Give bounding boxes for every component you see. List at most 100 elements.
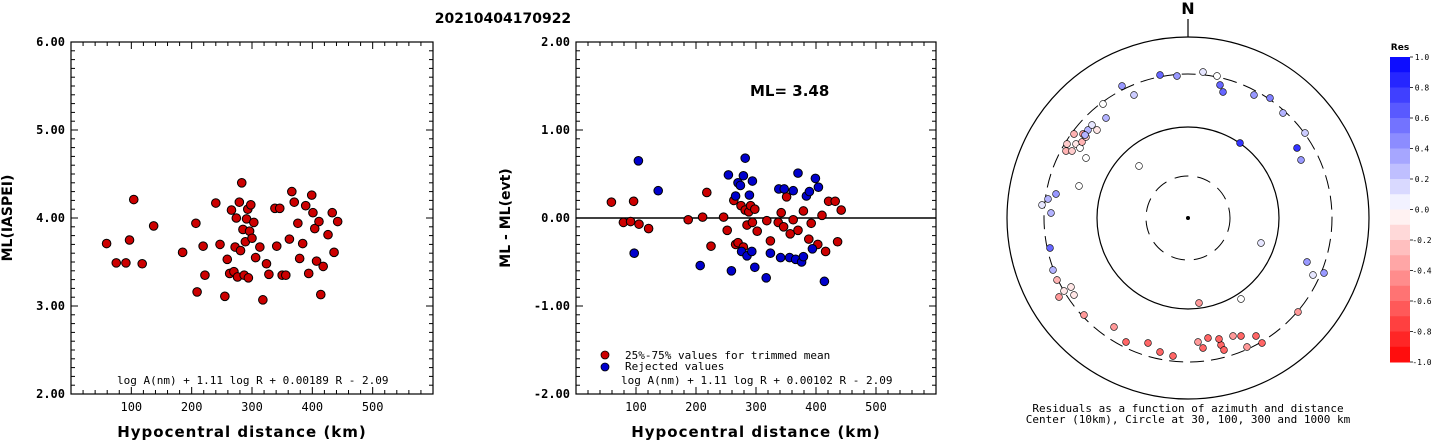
data-point	[806, 218, 817, 229]
data-point	[830, 196, 841, 207]
data-point	[810, 173, 821, 184]
residual-point	[1081, 131, 1089, 139]
axis-ticks-2: 100 200 300 400 500 -2.00 -1.00 0.00 1.00 2.00	[534, 35, 937, 414]
residual-point	[1279, 109, 1287, 117]
data-point	[628, 196, 639, 207]
residual-point	[1135, 162, 1143, 170]
center-point	[1186, 216, 1190, 220]
residual-point	[1082, 154, 1090, 162]
data-point	[264, 269, 274, 280]
residual-point	[1252, 332, 1260, 340]
data-point	[192, 287, 202, 297]
colorbar-cell	[1390, 87, 1410, 104]
circle-100km	[1096, 126, 1280, 310]
data-points-3	[1038, 68, 1328, 360]
y-tick-label: 6.00	[36, 35, 65, 49]
data-points-2	[606, 153, 847, 287]
x-tick-label: 100	[120, 400, 142, 414]
residual-point	[1243, 343, 1251, 351]
residual-point	[1250, 91, 1258, 99]
data-point	[726, 266, 737, 276]
y-tick-label: 0.00	[541, 211, 570, 225]
data-point	[247, 233, 257, 244]
colorbar-cell	[1390, 102, 1410, 119]
data-point	[747, 246, 757, 257]
data-point	[738, 170, 749, 181]
data-point	[271, 241, 282, 251]
data-point	[761, 273, 772, 283]
data-point	[735, 180, 746, 191]
residual-point	[1297, 156, 1305, 164]
data-point	[297, 238, 308, 249]
residual-point	[1229, 332, 1237, 340]
colorbar-ticks: 1.0 0.8 0.6 0.4 0.2 0.0 -0.2 -0.4 -0.6 -0.8 -1.0	[1410, 53, 1432, 367]
data-point	[798, 206, 809, 216]
colorbar-tick-label: 1.0	[1415, 53, 1430, 62]
colorbar-cell	[1390, 194, 1410, 210]
colorbar-cell	[1390, 57, 1410, 73]
data-point	[683, 214, 694, 225]
data-point	[308, 207, 318, 218]
x-tick-label: 400	[301, 400, 323, 414]
axis-ticks-1: 100 200 300 400 500 2.00 3.00 4.00 5.00 6.00	[36, 35, 434, 414]
data-point	[606, 197, 617, 207]
data-point	[747, 176, 758, 186]
data-point	[249, 217, 259, 228]
residual-point	[1088, 121, 1096, 129]
colorbar-cell	[1390, 133, 1410, 149]
circle-30km	[1145, 175, 1231, 261]
data-point	[329, 247, 339, 258]
colorbar-cell	[1390, 270, 1410, 287]
residual-point	[1044, 195, 1052, 203]
data-point	[245, 200, 256, 210]
y-tick-label: 3.00	[36, 299, 65, 313]
colorbar: Res 1.0 0.8 0.6 0.4 0.2 0.0 -0.2 -0.4 -0.6 -0.8 -1…	[1390, 43, 1432, 367]
residual-point	[1237, 332, 1245, 340]
residual-point	[1257, 239, 1265, 247]
data-point	[706, 241, 716, 251]
data-point	[121, 258, 131, 268]
data-point	[215, 239, 225, 250]
polar-caption-2: Center (10km), Circle at 30, 100, 300 an…	[1026, 413, 1351, 426]
data-point	[255, 242, 265, 252]
circle-1000km	[1006, 36, 1370, 400]
data-point	[191, 218, 201, 229]
data-point	[284, 234, 295, 244]
colorbar-cell	[1390, 118, 1410, 134]
residual-point	[1070, 291, 1078, 299]
residual-point	[1130, 91, 1138, 99]
data-point	[177, 247, 188, 258]
residual-point	[1237, 295, 1245, 303]
residual-point	[1173, 72, 1181, 80]
y-tick-label: 4.00	[36, 211, 65, 225]
colorbar-tick-label: 0.4	[1415, 145, 1430, 154]
panel-ml-residual: 100 200 300 400 500 -2.00 -1.00 0.00 1.00 2.00 ML…	[498, 35, 937, 441]
data-point	[779, 184, 790, 194]
ml-annotation: ML= 3.48	[750, 82, 829, 100]
colorbar-cell	[1390, 163, 1410, 180]
residual-point	[1075, 182, 1083, 190]
data-point	[804, 186, 815, 197]
data-point	[332, 216, 343, 227]
x-tick-label: 400	[805, 400, 827, 414]
data-point	[633, 156, 644, 166]
residual-point	[1219, 88, 1227, 96]
residual-point	[1213, 72, 1221, 80]
x-tick-label: 500	[362, 400, 384, 414]
data-point	[747, 217, 758, 228]
data-point	[323, 229, 333, 240]
data-point	[723, 170, 734, 180]
data-point	[287, 186, 297, 197]
data-point	[128, 194, 139, 205]
residual-point	[1118, 82, 1126, 90]
colorbar-cell	[1390, 72, 1410, 88]
residual-point	[1047, 209, 1055, 217]
residual-point	[1122, 338, 1130, 346]
legend-label-rejected: Rejected values	[625, 360, 724, 373]
residual-point	[1204, 334, 1212, 342]
residual-point	[1038, 201, 1046, 209]
panel-azimuth-residuals: N Residuals as a function of azimuth and…	[1006, 0, 1370, 426]
data-point	[718, 212, 729, 222]
data-point	[101, 238, 112, 249]
data-point	[137, 258, 147, 269]
